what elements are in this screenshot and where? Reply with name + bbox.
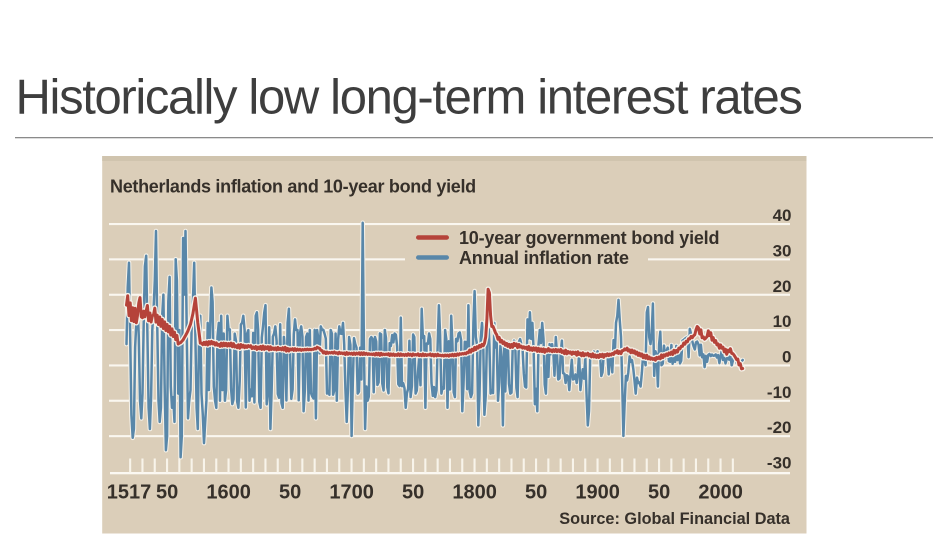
svg-text:10: 10 bbox=[773, 312, 792, 331]
svg-text:-20: -20 bbox=[767, 418, 792, 437]
svg-text:Historically low long-term int: Historically low long-term interest rate… bbox=[16, 71, 802, 125]
svg-text:Annual inflation rate: Annual inflation rate bbox=[459, 248, 629, 268]
svg-text:50: 50 bbox=[156, 482, 178, 504]
svg-text:40: 40 bbox=[773, 206, 792, 225]
svg-text:-10: -10 bbox=[767, 383, 792, 402]
svg-text:50: 50 bbox=[402, 482, 424, 504]
svg-text:1517: 1517 bbox=[107, 482, 152, 504]
svg-text:-30: -30 bbox=[767, 454, 792, 473]
svg-text:30: 30 bbox=[773, 242, 792, 261]
svg-text:2000: 2000 bbox=[698, 482, 743, 504]
svg-text:50: 50 bbox=[525, 482, 547, 504]
svg-text:Netherlands inflation and 10-y: Netherlands inflation and 10-year bond y… bbox=[110, 177, 476, 197]
svg-text:1700: 1700 bbox=[329, 482, 374, 504]
svg-text:1900: 1900 bbox=[575, 482, 620, 504]
svg-text:0: 0 bbox=[782, 348, 791, 367]
svg-text:Source: Global Financial Data: Source: Global Financial Data bbox=[559, 510, 791, 528]
svg-text:50: 50 bbox=[648, 482, 670, 504]
svg-text:20: 20 bbox=[773, 277, 792, 296]
svg-text:50: 50 bbox=[279, 482, 301, 504]
svg-text:1800: 1800 bbox=[452, 482, 497, 504]
svg-text:10-year government bond yield: 10-year government bond yield bbox=[459, 228, 719, 248]
svg-text:1600: 1600 bbox=[206, 482, 251, 504]
